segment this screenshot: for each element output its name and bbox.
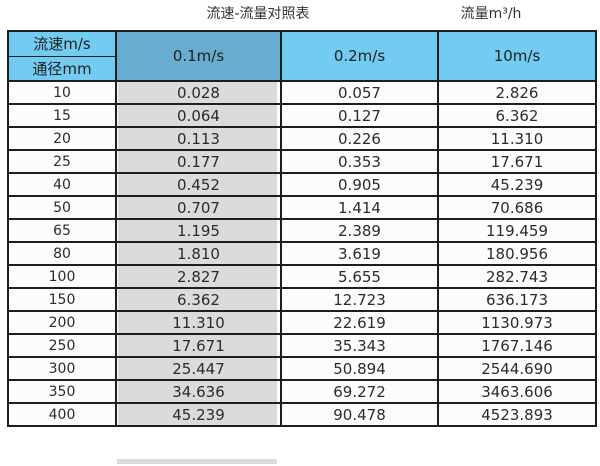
gray-column-overflow-tab — [117, 459, 277, 464]
flow-cell-0-1ms: 45.239 — [115, 402, 282, 427]
flow-unit-label: 流量m³/h — [460, 6, 522, 22]
flow-cell-10ms: 180.956 — [437, 241, 597, 266]
flow-cell-0-1ms: 1.810 — [115, 241, 282, 266]
header-diameter-label: 通径mm — [7, 55, 117, 82]
diameter-cell: 40 — [7, 172, 117, 197]
flow-cell-0-1ms: 6.362 — [115, 287, 282, 312]
flow-cell-0-1ms: 0.028 — [115, 80, 282, 105]
diameter-cell: 25 — [7, 149, 117, 174]
flow-cell-0-2ms: 0.127 — [280, 103, 439, 128]
diameter-cell: 80 — [7, 241, 117, 266]
flow-cell-0-2ms: 50.894 — [280, 356, 439, 381]
diameter-cell: 250 — [7, 333, 117, 358]
header-col-10ms: 10m/s — [437, 30, 597, 82]
table-row: 10 0.028 0.057 2.826 — [7, 80, 597, 105]
table-row: 20 0.113 0.226 11.310 — [7, 126, 597, 151]
flow-cell-10ms: 70.686 — [437, 195, 597, 220]
flow-cell-0-2ms: 0.057 — [280, 80, 439, 105]
header-velocity-label: 流速m/s — [7, 30, 117, 57]
flow-cell-0-2ms: 0.226 — [280, 126, 439, 151]
flow-cell-0-1ms: 17.671 — [115, 333, 282, 358]
flow-cell-10ms: 2.826 — [437, 80, 597, 105]
flow-cell-10ms: 11.310 — [437, 126, 597, 151]
title-bar: 流速-流量对照表 流量m³/h — [0, 0, 600, 30]
diameter-cell: 200 — [7, 310, 117, 335]
diameter-cell: 65 — [7, 218, 117, 243]
flow-cell-0-2ms: 22.619 — [280, 310, 439, 335]
flow-cell-10ms: 119.459 — [437, 218, 597, 243]
flow-cell-10ms: 6.362 — [437, 103, 597, 128]
flow-cell-0-1ms: 0.113 — [115, 126, 282, 151]
header-col-0-2ms: 0.2m/s — [280, 30, 439, 82]
header-col-0-1ms: 0.1m/s — [115, 30, 282, 82]
diameter-cell: 10 — [7, 80, 117, 105]
flow-cell-0-1ms: 25.447 — [115, 356, 282, 381]
flow-cell-0-1ms: 0.064 — [115, 103, 282, 128]
table-row: 100 2.827 5.655 282.743 — [7, 264, 597, 289]
flow-cell-10ms: 282.743 — [437, 264, 597, 289]
table-row: 150 6.362 12.723 636.173 — [7, 287, 597, 312]
diameter-cell: 20 — [7, 126, 117, 151]
flow-cell-0-2ms: 90.478 — [280, 402, 439, 427]
diameter-cell: 300 — [7, 356, 117, 381]
flow-cell-10ms: 1767.146 — [437, 333, 597, 358]
table-body: 10 0.028 0.057 2.826 15 0.064 0.127 6.36… — [7, 80, 597, 427]
diameter-cell: 350 — [7, 379, 117, 404]
diameter-cell: 100 — [7, 264, 117, 289]
flow-cell-0-2ms: 69.272 — [280, 379, 439, 404]
flow-cell-0-1ms: 11.310 — [115, 310, 282, 335]
table-row: 25 0.177 0.353 17.671 — [7, 149, 597, 174]
flow-cell-0-2ms: 0.353 — [280, 149, 439, 174]
diameter-cell: 15 — [7, 103, 117, 128]
table-row: 300 25.447 50.894 2544.690 — [7, 356, 597, 381]
flow-cell-0-2ms: 5.655 — [280, 264, 439, 289]
diameter-cell: 400 — [7, 402, 117, 427]
flow-cell-10ms: 2544.690 — [437, 356, 597, 381]
table-row: 80 1.810 3.619 180.956 — [7, 241, 597, 266]
flow-cell-0-2ms: 3.619 — [280, 241, 439, 266]
flow-cell-0-1ms: 34.636 — [115, 379, 282, 404]
table-row: 400 45.239 90.478 4523.893 — [7, 402, 597, 427]
table-title: 流速-流量对照表 — [206, 6, 310, 22]
table-row: 15 0.064 0.127 6.362 — [7, 103, 597, 128]
flow-cell-10ms: 1130.973 — [437, 310, 597, 335]
flow-cell-10ms: 17.671 — [437, 149, 597, 174]
flow-cell-0-1ms: 0.707 — [115, 195, 282, 220]
flow-cell-0-2ms: 1.414 — [280, 195, 439, 220]
flow-cell-0-1ms: 0.177 — [115, 149, 282, 174]
flow-cell-0-2ms: 12.723 — [280, 287, 439, 312]
flow-cell-10ms: 4523.893 — [437, 402, 597, 427]
table-row: 250 17.671 35.343 1767.146 — [7, 333, 597, 358]
flow-rate-table: 流速m/s 0.1m/s 0.2m/s 10m/s 通径mm 10 0.028 … — [7, 30, 597, 427]
table-row: 65 1.195 2.389 119.459 — [7, 218, 597, 243]
flow-cell-0-2ms: 2.389 — [280, 218, 439, 243]
flow-cell-0-1ms: 0.452 — [115, 172, 282, 197]
table-header: 流速m/s 0.1m/s 0.2m/s 10m/s 通径mm — [7, 30, 597, 82]
flow-cell-0-1ms: 2.827 — [115, 264, 282, 289]
flow-cell-0-2ms: 0.905 — [280, 172, 439, 197]
flow-cell-10ms: 636.173 — [437, 287, 597, 312]
table-row: 350 34.636 69.272 3463.606 — [7, 379, 597, 404]
diameter-cell: 50 — [7, 195, 117, 220]
diameter-cell: 150 — [7, 287, 117, 312]
table-row: 40 0.452 0.905 45.239 — [7, 172, 597, 197]
flow-cell-0-1ms: 1.195 — [115, 218, 282, 243]
table-row: 50 0.707 1.414 70.686 — [7, 195, 597, 220]
flow-cell-10ms: 3463.606 — [437, 379, 597, 404]
flow-cell-10ms: 45.239 — [437, 172, 597, 197]
flow-cell-0-2ms: 35.343 — [280, 333, 439, 358]
table-row: 200 11.310 22.619 1130.973 — [7, 310, 597, 335]
